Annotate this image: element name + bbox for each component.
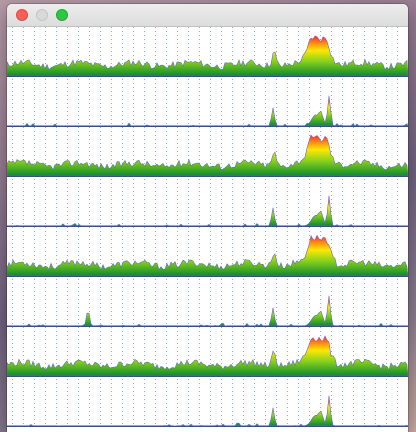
panel-grid (7, 377, 408, 427)
spectrum-area (7, 295, 408, 327)
spectrum-area (7, 95, 408, 127)
graph-view (7, 27, 408, 432)
spectrum-graph-stack (7, 27, 408, 427)
spectrum-area (7, 335, 408, 377)
spectrum-panel (7, 27, 408, 77)
spectrum-area (7, 35, 408, 77)
panel-grid (7, 77, 408, 127)
spectrum-area (7, 134, 408, 177)
spectrum-area (7, 234, 408, 277)
close-button[interactable] (16, 9, 28, 21)
spectrum-panel (7, 177, 408, 227)
spectrum-area (7, 395, 408, 427)
minimize-button[interactable] (36, 9, 48, 21)
panel-grid (7, 177, 408, 227)
panel-grid (7, 277, 408, 327)
zoom-button[interactable] (56, 9, 68, 21)
spectrum-panel (7, 377, 408, 427)
title-bar[interactable] (7, 4, 408, 27)
app-window (7, 4, 408, 432)
spectrum-panel (7, 327, 408, 377)
spectrum-panel (7, 77, 408, 127)
spectrum-panel (7, 127, 408, 177)
spectrum-area (7, 195, 408, 227)
spectrum-panel (7, 227, 408, 277)
spectrum-panel (7, 277, 408, 327)
